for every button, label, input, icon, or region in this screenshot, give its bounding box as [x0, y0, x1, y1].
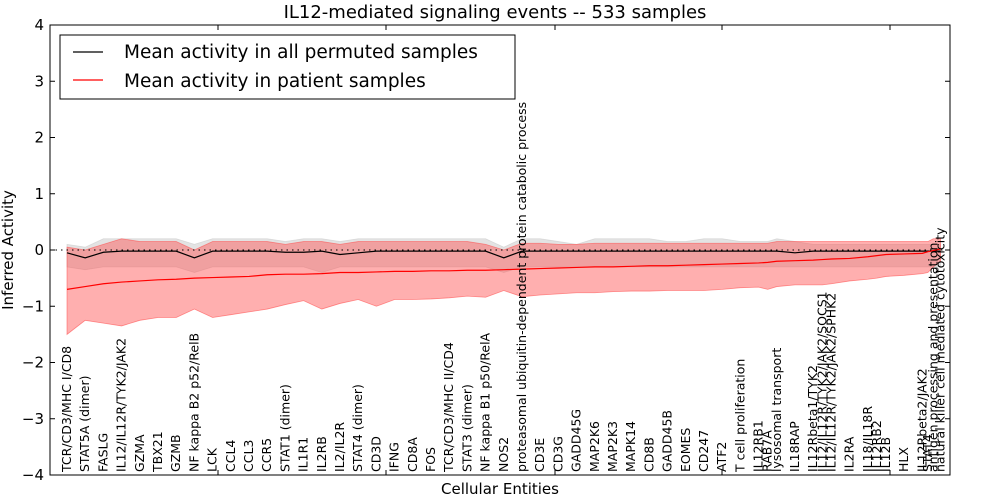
legend-box [59, 34, 516, 100]
x-category-label: TCR/CD3/MHC II/CD4 [441, 342, 456, 473]
x-category-label: IL2/IL2R [332, 422, 347, 472]
x-category-label: HLX [896, 447, 911, 472]
x-category-label: EOMES [678, 428, 693, 472]
x-category-label: GZMB [168, 434, 183, 472]
x-category-label: IL12Rbeta2/JAK2 [914, 368, 929, 472]
x-category-label: lysosomal transport [769, 348, 784, 472]
y-tick-label: −2 [22, 354, 44, 372]
x-category-label: NF kappa B2 p52/RelB [186, 333, 201, 472]
x-category-label: IL18RAP [787, 421, 802, 472]
x-category-label: IL12RB1 [751, 420, 766, 472]
y-tick-label: 4 [34, 16, 44, 34]
x-category-label: MAP2K3 [605, 421, 620, 472]
y-tick-label: −4 [22, 466, 44, 484]
x-category-label: NOS2 [496, 437, 511, 472]
line-patient [66, 248, 941, 290]
x-category-label: CD8A [405, 437, 420, 472]
x-category-label: IL2RA [842, 436, 857, 472]
x-category-label: CD8B [641, 437, 656, 472]
legend-label-permuted: Mean activity in all permuted samples [124, 42, 478, 63]
x-category-label: natural killer cell mediated cytotoxicit… [933, 227, 948, 472]
x-category-label: IL12/IL12R/TYK2/JAK2/SPHK2 [823, 293, 838, 472]
y-axis-title: Inferred Activity [0, 190, 17, 310]
x-category-label: IL12RB2 [869, 420, 884, 472]
chart-title: IL12-mediated signaling events -- 533 sa… [284, 2, 707, 23]
x-category-label: CCL3 [241, 440, 256, 472]
x-axis-top-ticks [217, 25, 891, 475]
x-category-label: MAPK14 [623, 421, 638, 472]
x-category-label: GADD45B [660, 410, 675, 472]
x-category-label: IL12Rbeta1/TYK2 [805, 365, 820, 472]
x-category-label: antigen processing and presentation [925, 243, 940, 472]
x-category-label: STAT5A (dimer) [77, 376, 92, 472]
y-axis: 4 3 2 1 0 −1 −2 −3 −4 [22, 16, 950, 484]
x-category-label: IL1R1 [296, 437, 311, 472]
y-tick-label: 0 [34, 241, 44, 259]
x-category-label: CD247 [696, 430, 711, 472]
x-category-label: NF kappa B1 p50/RelA [478, 332, 493, 472]
line-permuted [66, 250, 941, 259]
x-category-label: proteasomal ubiquitin-dependent protein … [514, 102, 529, 472]
x-category-label: FOS [423, 447, 438, 472]
y-tick-label: 2 [34, 129, 44, 147]
y-tick-label: −3 [22, 410, 44, 428]
legend: Mean activity in all permuted samples Me… [59, 34, 516, 100]
x-axis-title: Cellular Entities [441, 480, 559, 498]
y-tick-label: −1 [22, 297, 44, 315]
x-category-label: TBX21 [150, 431, 165, 473]
x-category-label: STAT3 (dimer) [459, 384, 474, 472]
band-patient [66, 238, 941, 336]
x-category-label: MAP2K6 [587, 421, 602, 472]
plot-area [50, 238, 950, 336]
x-axis-labels: TCR/CD3/MHC I/CD8 STAT5A (dimer) FASLG IL12… [59, 102, 948, 473]
x-category-label: IL12B [878, 437, 893, 472]
x-category-label: RAB7A [760, 430, 775, 472]
x-category-label: LCK [205, 447, 220, 472]
x-category-label: GADD45G [569, 409, 584, 472]
x-category-label: TCR/CD3/MHC I/CD8 [59, 346, 74, 473]
x-category-label: ATF2 [714, 442, 729, 472]
x-category-label: STAT4 [920, 434, 935, 472]
x-category-label: IFNG [387, 442, 402, 472]
x-category-label: T cell proliferation [732, 359, 747, 473]
legend-label-patient: Mean activity in patient samples [124, 71, 426, 92]
x-category-label: STAT4 (dimer) [350, 384, 365, 472]
y-tick-label: 1 [34, 185, 44, 203]
y-tick-label: 3 [34, 72, 44, 90]
x-category-label: CCL4 [223, 440, 238, 472]
x-category-label: GZMA [132, 434, 147, 472]
x-category-label: IL18/IL18R [860, 406, 875, 472]
x-category-label: IL12/IL12R/TYK2/JAK2/SOCS1 [814, 291, 829, 472]
x-category-label: CD3G [550, 436, 565, 472]
x-category-label: IL2RB [314, 436, 329, 472]
x-category-label: IL12/IL12R/TYK2/JAK2 [114, 338, 129, 472]
x-category-label: FASLG [95, 433, 110, 472]
x-category-label: CD3E [532, 438, 547, 472]
x-category-label: CD3D [368, 436, 383, 472]
x-category-label: STAT1 (dimer) [277, 384, 292, 472]
x-category-label: CCR5 [259, 438, 274, 472]
